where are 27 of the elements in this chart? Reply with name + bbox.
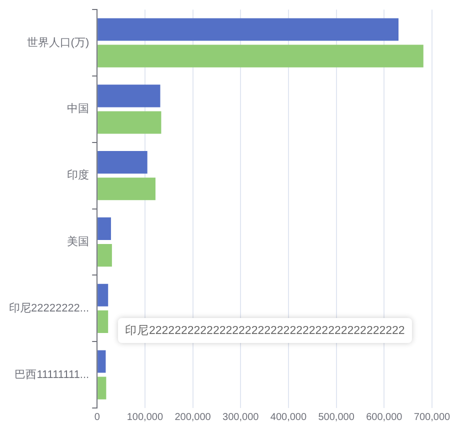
y-tick-label: 世界人口(万)	[26, 36, 90, 49]
bar	[98, 244, 112, 267]
x-tick-label: 300,000	[222, 412, 260, 423]
x-tick-label: 200,000	[174, 412, 212, 423]
x-tick-label: 700,000	[414, 412, 451, 423]
bar	[98, 310, 108, 333]
bar	[98, 217, 111, 240]
x-tick-label: 600,000	[366, 412, 403, 423]
y-tick-label: 印度	[67, 168, 90, 182]
y-tick-label: 巴西11111111...	[14, 368, 90, 381]
y-tick-label: 中国	[67, 102, 90, 116]
bar	[98, 151, 148, 174]
x-tick-label: 400,000	[270, 412, 307, 423]
annotation: 印尼2222222222222222222222222222222222222222	[118, 318, 412, 343]
x-tick-label: 500,000	[318, 412, 355, 423]
bar	[98, 178, 156, 200]
y-tick-label: 美国	[67, 235, 90, 248]
bar	[98, 84, 160, 108]
bar	[98, 44, 424, 68]
x-tick-label: 0	[94, 412, 100, 423]
bar	[98, 18, 399, 41]
y-tick-label: 印尼22222222...	[8, 301, 90, 314]
bar	[98, 284, 108, 306]
x-tick-label: 100,000	[126, 412, 164, 423]
bar	[98, 350, 106, 373]
bar	[98, 111, 162, 134]
bar	[98, 376, 106, 400]
